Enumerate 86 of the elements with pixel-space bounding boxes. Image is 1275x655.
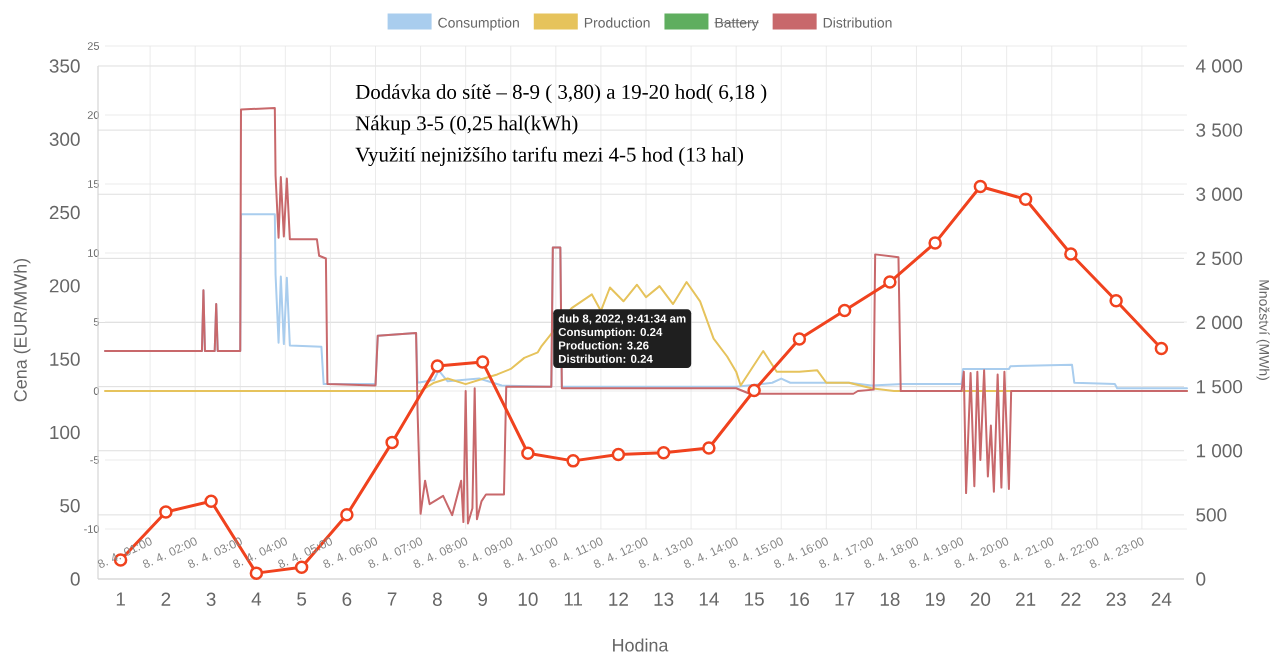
x-tick-label: 14 xyxy=(699,592,719,606)
point xyxy=(611,447,626,462)
x-tick-label: 15 xyxy=(745,592,764,606)
x-tick-label: 13 xyxy=(654,592,674,606)
point xyxy=(1018,192,1033,207)
x-tick-label: 9 xyxy=(478,592,487,606)
y-tick-label: 0 xyxy=(93,387,100,395)
x-tick-label: 5 xyxy=(297,592,307,606)
y-tick-label: 250 xyxy=(49,205,80,220)
x-tick-label: 17 xyxy=(835,592,855,606)
point xyxy=(792,332,807,346)
y2-tick-label: 2 000 xyxy=(1196,315,1243,330)
y-tick-label: 5 xyxy=(93,318,100,326)
point xyxy=(1109,294,1123,308)
x-tick-label: 11 xyxy=(564,592,583,606)
point xyxy=(430,359,445,373)
y-tick-label: 10 xyxy=(88,249,100,257)
x-tick-label: 16 xyxy=(790,592,810,606)
x-tick-label: 7 xyxy=(387,592,397,606)
y-tick-label: 50 xyxy=(60,499,80,513)
point xyxy=(340,508,354,522)
y-axis-title: Cena (EUR/MWh) xyxy=(13,258,31,402)
y-tick-label: 300 xyxy=(49,132,80,147)
point xyxy=(883,275,897,289)
point xyxy=(385,435,399,450)
annotation: Distribution: 0.24 xyxy=(558,354,653,364)
y-tick-label: 20 xyxy=(87,111,100,119)
annotation: Production: 3.26 xyxy=(558,341,649,350)
line-series xyxy=(104,107,1188,525)
x-axis-title: Hodina xyxy=(613,638,669,652)
x-tick-label: 6 xyxy=(342,592,352,606)
y-tick-label: 25 xyxy=(87,42,100,50)
point xyxy=(1064,247,1078,261)
point xyxy=(837,303,852,318)
point xyxy=(249,566,264,580)
x-tick-label: 19 xyxy=(926,592,945,606)
x-tick-label: 8 xyxy=(432,592,442,606)
y2-tick-label: 1 000 xyxy=(1196,444,1243,458)
point xyxy=(566,454,580,468)
y-tick-label: 100 xyxy=(50,425,80,440)
x-tick-label: 12 xyxy=(609,592,628,606)
y-tick-label: 15 xyxy=(88,180,100,188)
annotation: Nákup 3-5 (0,25 hal(kWh) xyxy=(355,115,578,135)
x-tick-label: 23 xyxy=(1106,592,1126,606)
x-tick-label: 21 xyxy=(1016,592,1036,606)
point xyxy=(521,446,535,461)
point xyxy=(159,505,173,519)
legend-label: Consumption xyxy=(438,17,519,31)
x-tick-label: 10 xyxy=(518,592,538,606)
y2-tick-label: 2 500 xyxy=(1196,251,1243,266)
x-tick-label: 4 xyxy=(251,592,262,606)
point xyxy=(702,441,716,455)
y-tick-label: -10 xyxy=(84,525,100,533)
x-tick-label: 3 xyxy=(206,592,216,606)
point xyxy=(928,236,942,250)
x-tick-label: 2 xyxy=(161,592,171,606)
y2-tick-label: 4 000 xyxy=(1195,59,1243,73)
y2-axis-title: Množství (MWh) xyxy=(1256,280,1270,380)
y-tick-label: 150 xyxy=(50,352,80,366)
legend-label: Production xyxy=(584,17,650,28)
x-tick-label: 22 xyxy=(1061,592,1081,606)
x-tick-label: 24 xyxy=(1151,592,1172,606)
y2-tick-label: 0 xyxy=(1196,572,1206,586)
point xyxy=(656,446,671,460)
point xyxy=(1154,341,1169,356)
x-tick-label: 18 xyxy=(880,592,900,606)
x-tick-label: 20 xyxy=(970,592,991,606)
y2-tick-label: 500 xyxy=(1196,508,1227,522)
y-tick-label: -5 xyxy=(90,456,100,464)
x-tick-label: 1 xyxy=(116,592,125,606)
annotation: Consumption: 0.24 xyxy=(558,327,663,339)
y-tick-label: 350 xyxy=(49,59,80,73)
point xyxy=(973,179,988,194)
annotation: Využití nejnižšího tarifu mezi 4-5 hod (13 hal) xyxy=(355,146,744,167)
annotation: dub 8, 2022, 9:41:34 am xyxy=(558,314,686,325)
point xyxy=(747,383,761,398)
y-tick-label: 0 xyxy=(70,572,80,586)
annotation: Dodávka do sítě – 8-9 ( 3,80) a 19-20 hod( 6,18 ) xyxy=(355,84,767,104)
point xyxy=(294,560,309,575)
point xyxy=(475,355,490,369)
legend-label: Distribution xyxy=(823,17,892,28)
y2-tick-label: 3 500 xyxy=(1196,123,1243,137)
point xyxy=(204,494,218,508)
y2-tick-label: 1 500 xyxy=(1196,379,1243,394)
y2-tick-label: 3 000 xyxy=(1196,187,1243,201)
y-tick-label: 200 xyxy=(49,279,80,293)
